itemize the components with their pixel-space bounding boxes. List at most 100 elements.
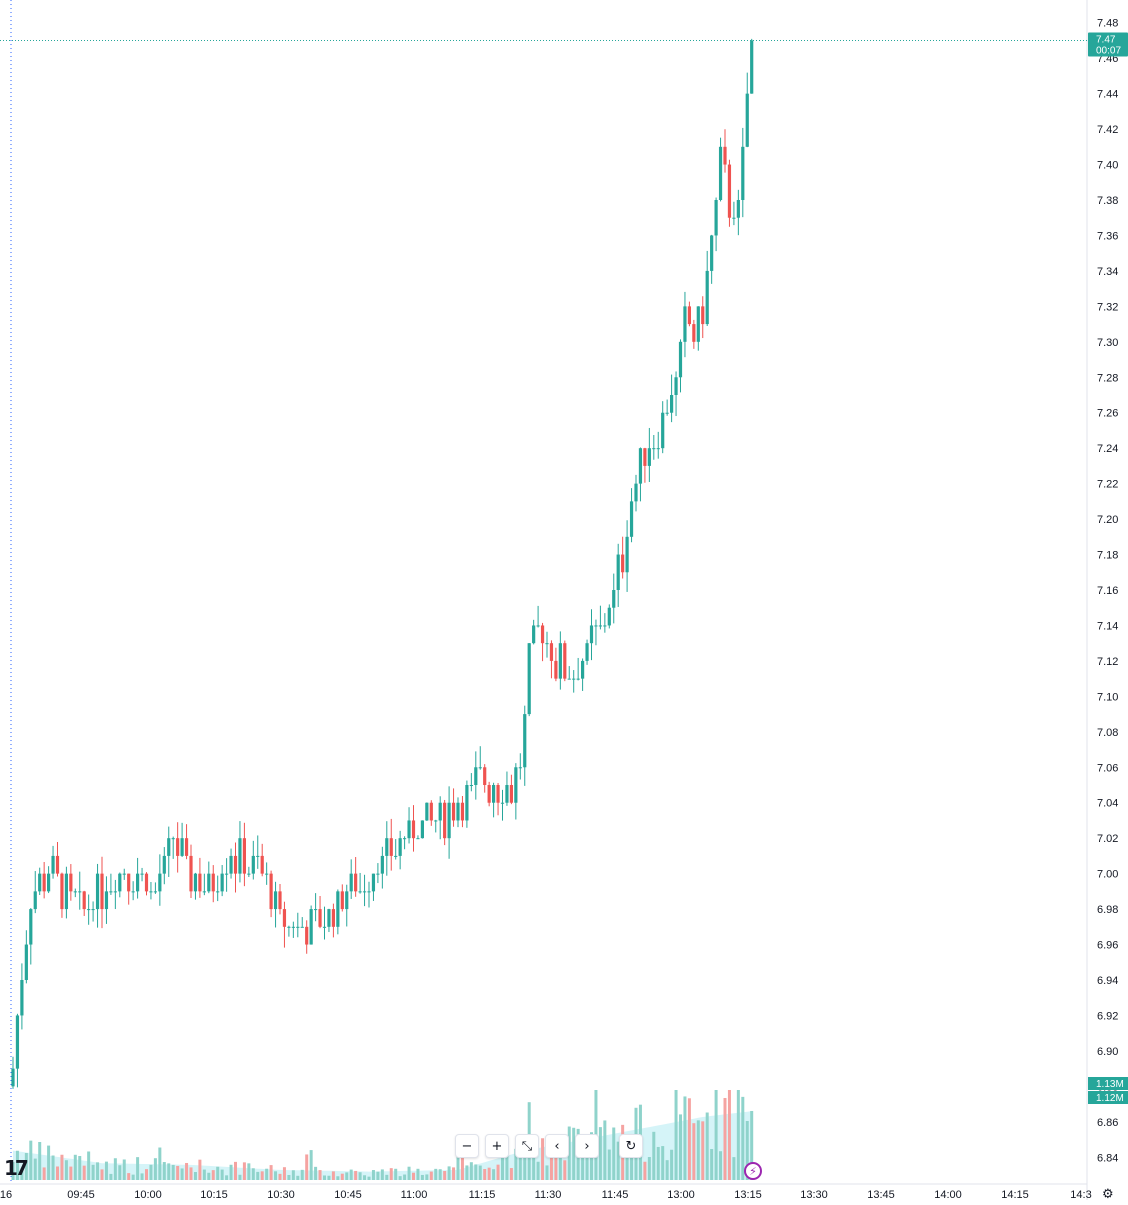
candle-body [741, 146, 745, 200]
volume-bar [358, 1172, 362, 1180]
volume-bar [541, 1138, 545, 1180]
candle-body [492, 785, 496, 803]
zoom-out-button[interactable]: − [455, 1134, 479, 1158]
candle-body [189, 855, 193, 892]
candle-body [612, 590, 616, 608]
lightning-icon[interactable]: ⚡ [744, 1162, 762, 1180]
volume-bar [385, 1174, 389, 1180]
candle-body [176, 838, 180, 856]
candle-body [136, 873, 140, 892]
candle-body [603, 625, 607, 627]
price-tick-label: 6.86 [1097, 1117, 1118, 1129]
candle-body [625, 536, 629, 573]
volume-bar [647, 1157, 651, 1180]
volume-bar [269, 1165, 273, 1180]
volume-bar [750, 1110, 754, 1180]
candle-body [171, 838, 175, 840]
candle-body [678, 341, 683, 378]
volume-bar [443, 1170, 447, 1180]
volume-bar [198, 1159, 202, 1180]
candle-body [549, 643, 554, 661]
scroll-left-button[interactable]: ‹ [545, 1134, 569, 1158]
candle-body [460, 802, 465, 821]
scroll-right-button[interactable]: › [575, 1134, 599, 1158]
candle-body [683, 306, 687, 342]
time-tick-label: 10:30 [267, 1189, 295, 1200]
candle-body [371, 873, 376, 892]
candle-body [527, 643, 531, 715]
volume-bar [460, 1144, 464, 1180]
volume-bar [549, 1141, 553, 1180]
volume-bar [687, 1098, 691, 1180]
price-tick-label: 7.48 [1097, 18, 1118, 30]
candle-body [144, 873, 149, 892]
volume-bar [140, 1173, 144, 1180]
price-tick-label: 7.02 [1097, 833, 1118, 845]
price-tick-label: 7.34 [1097, 266, 1118, 278]
settings-gear-icon[interactable]: ⚙ [1102, 1187, 1114, 1202]
volume-bar [625, 1141, 629, 1180]
volume-bar [82, 1165, 86, 1180]
candle-body [198, 873, 202, 892]
volume-bar [189, 1167, 193, 1180]
candle-body [572, 678, 576, 680]
candle-body [238, 838, 242, 874]
volume-bar [354, 1170, 358, 1180]
candle-body [701, 306, 705, 325]
volume-bar [202, 1169, 206, 1180]
candle-body [398, 838, 402, 856]
price-tick-label: 7.16 [1097, 585, 1118, 597]
volume-bar [532, 1141, 536, 1180]
volume-bar [216, 1166, 220, 1180]
candle-body [162, 855, 166, 874]
volume-bar [207, 1172, 211, 1180]
time-tick-label: 10:00 [134, 1189, 162, 1200]
volume-bar [616, 1141, 620, 1180]
volume-bar [29, 1140, 33, 1180]
volume-bar [603, 1120, 607, 1180]
price-tick-label: 6.90 [1097, 1046, 1118, 1058]
volume-bar [523, 1145, 527, 1180]
volume-bar [501, 1146, 504, 1180]
candle-body [354, 873, 358, 892]
volume-bar [514, 1148, 518, 1180]
candle-body [567, 678, 571, 680]
volume-bar [300, 1169, 304, 1180]
volume-bar [567, 1126, 571, 1180]
candle-body [736, 200, 740, 218]
candle-body [273, 891, 278, 910]
volume-bar [340, 1173, 344, 1180]
candle-body [634, 483, 638, 502]
volume-bar [380, 1169, 384, 1180]
candle-body [207, 873, 211, 892]
refresh-button[interactable]: ↻ [619, 1134, 643, 1158]
volume-bar [47, 1145, 51, 1180]
candle-body [718, 146, 723, 200]
time-tick-label: 10:45 [334, 1189, 362, 1200]
volume-bar [554, 1155, 558, 1180]
volume-bar [87, 1151, 91, 1180]
time-tick-label: 13:15 [734, 1189, 762, 1200]
candle-body [300, 926, 304, 928]
price-tick-label: 7.26 [1097, 408, 1118, 420]
volume-bar [349, 1169, 353, 1180]
candle-body [420, 820, 424, 839]
candle-body [696, 306, 700, 342]
volume-bar [327, 1175, 331, 1180]
candle-body [385, 838, 389, 856]
zoom-in-button[interactable]: + [485, 1134, 509, 1158]
candle-body [149, 891, 153, 893]
volume-bar [278, 1173, 282, 1180]
last-price-badge [1088, 32, 1128, 57]
candle-body [674, 377, 678, 395]
candle-body [411, 820, 416, 839]
volume-label-value: 1.12M [1096, 1093, 1124, 1104]
candle-body [296, 926, 300, 928]
volume-bar [492, 1169, 496, 1180]
candle-body [652, 448, 656, 450]
volume-label-badge [1088, 1077, 1128, 1090]
reset-chart-button[interactable]: ⤡ [515, 1134, 539, 1158]
candle-body [358, 891, 362, 893]
